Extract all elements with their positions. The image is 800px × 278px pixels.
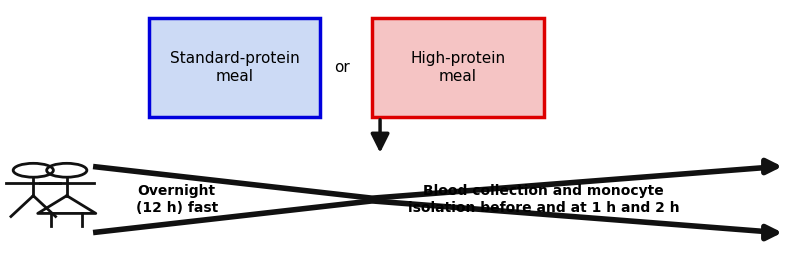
Text: Blood collection and monocyte
isolation before and at 1 h and 2 h: Blood collection and monocyte isolation … <box>408 184 679 215</box>
FancyBboxPatch shape <box>149 18 320 117</box>
Text: Overnight
(12 h) fast: Overnight (12 h) fast <box>136 184 218 215</box>
Text: High-protein
meal: High-protein meal <box>410 51 506 84</box>
FancyBboxPatch shape <box>372 18 543 117</box>
Text: Standard-protein
meal: Standard-protein meal <box>170 51 299 84</box>
Text: or: or <box>334 60 350 75</box>
